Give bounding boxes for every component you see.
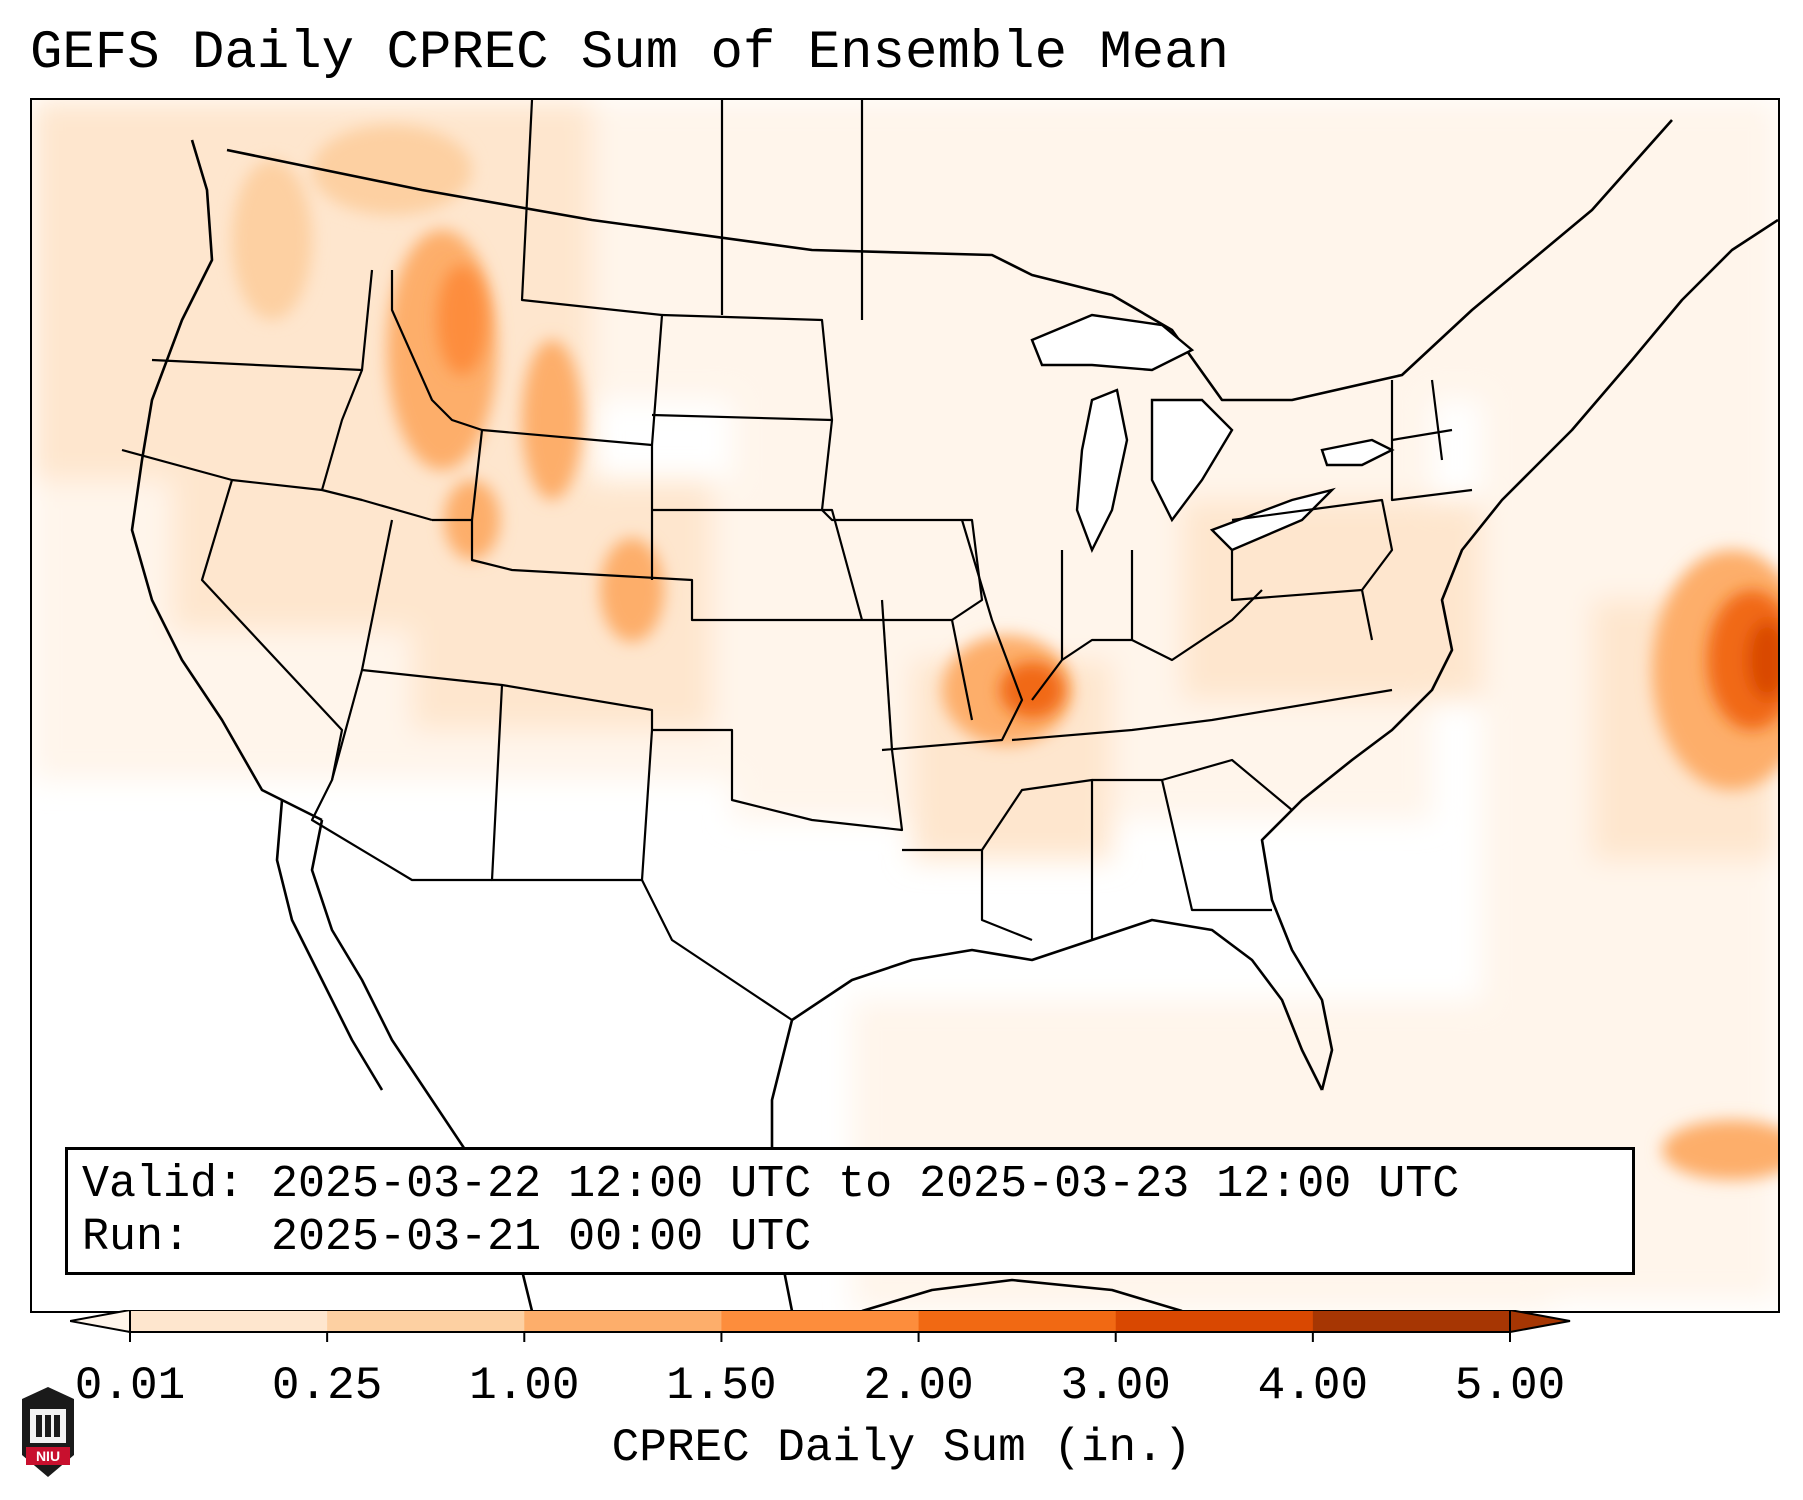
colorbar-segment [1312,1310,1511,1332]
niu-logo: NIU [22,1387,74,1477]
run-value: 2025-03-21 00:00 UTC [271,1212,812,1263]
atlantic-coastline [1260,218,1778,1091]
baja-peninsula [275,799,384,1091]
gulf-coastline [770,918,1324,1311]
logo-text: NIU [36,1448,60,1464]
lake-superior [1030,313,1195,372]
colorbar-tick-label: 1.50 [666,1360,777,1412]
colorbar [70,1310,1571,1342]
lake-erie [1209,487,1336,552]
colorbar-extend-high [1509,1310,1571,1334]
colorbar-tick-label: 0.01 [74,1360,186,1412]
lake-huron [1150,398,1234,523]
colorbar-tick-label: 0.25 [271,1360,383,1412]
colorbar-segment [918,1310,1117,1332]
colorbar-segment [721,1310,920,1332]
precip-field-heavy [437,265,1778,730]
colorbar-segments [70,1310,1571,1334]
great-lakes [1030,313,1395,553]
chart-title: GEFS Daily CPREC Sum of Ensemble Mean [30,23,1229,84]
valid-label: Valid: [82,1159,245,1210]
valid-time-box: Valid: 2025-03-22 12:00 UTC to 2025-03-2… [65,1147,1635,1275]
valid-row: Valid: 2025-03-22 12:00 UTC to 2025-03-2… [82,1158,1618,1211]
colorbar-tick-label: 1.00 [469,1360,580,1412]
colorbar-segment [327,1310,525,1332]
yucatan-coastline [861,1278,1183,1311]
colorbar-outline [129,1310,1511,1333]
state-borders [121,100,1473,1021]
precipitation-map [32,100,1778,1311]
colorbar-segment [130,1310,328,1332]
colorbar-label: CPREC Daily Sum (in.) [611,1422,1192,1474]
colorbar-tick-label: 5.00 [1454,1360,1566,1412]
colorbar-segment [524,1310,722,1332]
lake-ontario [1320,438,1395,467]
colorbar-tick-label: 3.00 [1060,1360,1171,1412]
lake-michigan [1075,388,1129,553]
colorbar-segment [1115,1310,1314,1332]
run-label: Run: [82,1212,191,1263]
us-canada-border [226,119,1673,402]
colorbar-tick-label: 4.00 [1257,1360,1369,1412]
valid-value: 2025-03-22 12:00 UTC to 2025-03-23 12:00… [271,1159,1460,1210]
colorbar-tick-marks [129,1332,1511,1342]
colorbar-extend-low [70,1310,131,1334]
pacific-coastline [130,139,323,822]
run-row: Run: 2025-03-21 00:00 UTC [82,1211,1618,1264]
map-panel [30,98,1780,1313]
colorbar-tick-label: 2.00 [863,1360,974,1412]
